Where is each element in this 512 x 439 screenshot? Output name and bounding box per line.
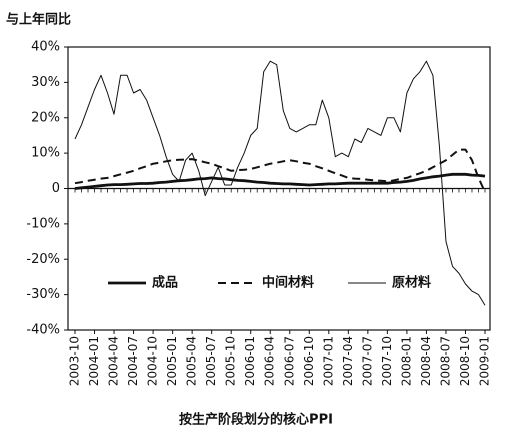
x-tick-label: 2008-10 — [458, 336, 472, 386]
x-tick-label: 2005-10 — [224, 336, 238, 386]
y-axis-title: 与上年同比 — [6, 12, 71, 28]
x-tick-label: 2004-01 — [87, 336, 101, 386]
legend-label: 成品 — [152, 275, 178, 291]
y-tick-label: -10% — [26, 216, 60, 231]
x-tick-label: 2005-07 — [204, 336, 218, 386]
y-tick-label: 0 — [52, 181, 60, 196]
x-tick-label: 2009-01 — [478, 336, 492, 386]
x-tick-label: 2004-04 — [107, 336, 121, 386]
x-axis-title: 按生产阶段划分的核心PPI — [179, 412, 333, 428]
x-tick-label: 2008-04 — [419, 336, 433, 386]
y-tick-label: -30% — [26, 287, 60, 302]
series-line — [74, 172, 486, 190]
x-tick-label: 2003-10 — [68, 336, 82, 386]
x-tick-label: 2007-07 — [360, 336, 374, 386]
x-tick-label: 2006-04 — [263, 336, 277, 386]
x-tick-label: 2007-04 — [341, 336, 355, 386]
legend-label: 原材料 — [392, 275, 431, 291]
x-tick-label: 2004-10 — [146, 336, 160, 386]
y-tick-label: -40% — [26, 323, 60, 338]
x-tick-label: 2008-01 — [399, 336, 413, 386]
x-tick-label: 2005-04 — [185, 336, 199, 386]
x-tick-label: 2006-01 — [243, 336, 257, 386]
x-tick-label: 2006-10 — [302, 336, 316, 386]
y-tick-label: 10% — [31, 146, 60, 161]
series-line — [74, 148, 486, 193]
x-tick-label: 2005-01 — [165, 336, 179, 386]
y-tick-label: 20% — [31, 110, 60, 125]
x-tick-label: 2004-07 — [126, 336, 140, 386]
y-tick-label: -20% — [26, 252, 60, 267]
x-tick-label: 2007-01 — [321, 336, 335, 386]
series-line — [74, 60, 486, 306]
x-tick-label: 2008-07 — [438, 336, 452, 386]
x-tick-label: 2006-07 — [282, 336, 296, 386]
legend-label: 中间材料 — [262, 275, 314, 291]
y-tick-label: 30% — [31, 75, 60, 90]
y-tick-label: 40% — [31, 40, 60, 55]
x-tick-label: 2007-10 — [380, 336, 394, 386]
